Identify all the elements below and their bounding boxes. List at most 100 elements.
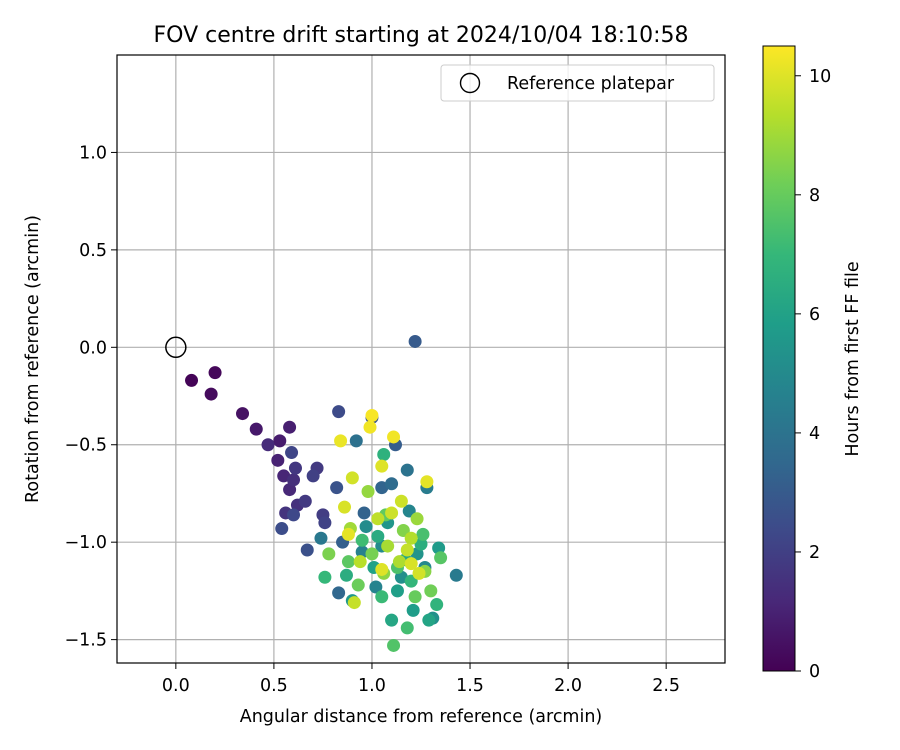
data-point [185,373,199,387]
data-point [430,598,444,612]
data-points [185,334,463,652]
data-point [420,475,434,489]
data-point [404,557,418,571]
data-point [318,570,332,584]
data-point [363,420,377,434]
data-point [347,596,361,610]
data-point [400,621,414,635]
data-point [408,590,422,604]
reference-platepar-marker [165,336,187,359]
data-point [355,545,369,559]
data-point [277,469,291,483]
y-axis-label: Rotation from reference (arcmin) [23,215,43,503]
data-point [275,522,289,536]
data-point [236,407,250,421]
legend-box [440,64,715,102]
data-point [365,547,379,561]
data-point [288,461,302,475]
data-point [416,527,430,541]
colorbar-tick-label: 10 [809,67,831,87]
data-point [273,434,287,448]
data-point [432,541,446,555]
data-point [306,469,320,483]
data-point [422,613,436,627]
colorbar-ticks: 0 2 4 6 8 10 [795,67,831,682]
data-point [410,512,424,526]
data-point [287,508,301,522]
data-point [298,494,312,508]
data-point [387,430,401,444]
data-point [318,516,332,530]
data-point [287,473,301,487]
data-point [377,447,391,461]
x-tick-label: 2.5 [652,676,680,696]
reference-marker-group [165,336,187,359]
data-point [349,434,363,448]
data-point [332,405,346,419]
colorbar-tick-label: 6 [809,305,820,325]
data-point [414,537,428,551]
data-point [449,568,463,582]
x-tick-label: 0.5 [260,676,288,696]
x-axis-label: Angular distance from reference (arcmin) [240,707,603,727]
data-point [404,531,418,545]
data-point [410,547,424,561]
data-point [375,481,389,495]
data-point [371,529,385,543]
data-point [334,434,348,448]
data-point [261,438,275,452]
data-point [249,422,263,436]
data-point [351,578,365,592]
data-point [338,500,352,514]
data-point [353,555,367,569]
data-point [361,485,375,499]
y-tick-label: −1.5 [65,631,108,651]
colorbar-tick-label: 4 [809,424,820,444]
data-point [408,334,422,348]
data-point [392,555,406,569]
data-point [357,506,371,520]
data-point [365,409,379,423]
data-point [434,551,448,565]
y-axis-ticks: 1.0 0.5 0.0 −0.5 −1.0 −1.5 [65,143,117,651]
data-point [345,471,359,485]
colorbar-tick-label: 8 [809,186,820,206]
data-point [375,562,389,576]
data-point [341,527,355,541]
data-point [322,547,336,561]
colorbar-label: Hours from first FF file [843,261,863,456]
data-point [369,580,383,594]
data-point [332,586,346,600]
data-point [385,613,399,627]
y-tick-label: −1.0 [65,533,108,553]
data-point [394,570,408,584]
data-point [412,566,426,580]
data-point [271,453,285,467]
data-point [341,555,355,569]
x-tick-label: 2.0 [554,676,582,696]
y-tick-label: 0.0 [79,338,107,358]
x-axis-ticks: 0.0 0.5 1.0 1.5 2.0 2.5 [162,663,680,696]
y-tick-label: 0.5 [79,241,107,261]
chart-title: FOV centre drift starting at 2024/10/04 … [154,23,689,48]
data-point [283,420,297,434]
data-point [394,494,408,508]
x-tick-label: 1.0 [358,676,386,696]
data-point [283,483,297,497]
x-tick-label: 1.5 [456,676,484,696]
data-point [359,520,373,534]
data-point [375,459,389,473]
data-point [400,543,414,557]
colorbar-tick-label: 0 [809,662,820,682]
colorbar-tick-label: 2 [809,543,820,563]
legend-label-reference-platepar: Reference platepar [507,74,675,94]
data-point [330,481,344,495]
data-point [381,539,395,553]
data-point [204,387,218,401]
x-tick-label: 0.0 [162,676,190,696]
y-tick-label: −0.5 [65,436,108,456]
data-point [387,638,401,652]
data-point [285,446,299,460]
